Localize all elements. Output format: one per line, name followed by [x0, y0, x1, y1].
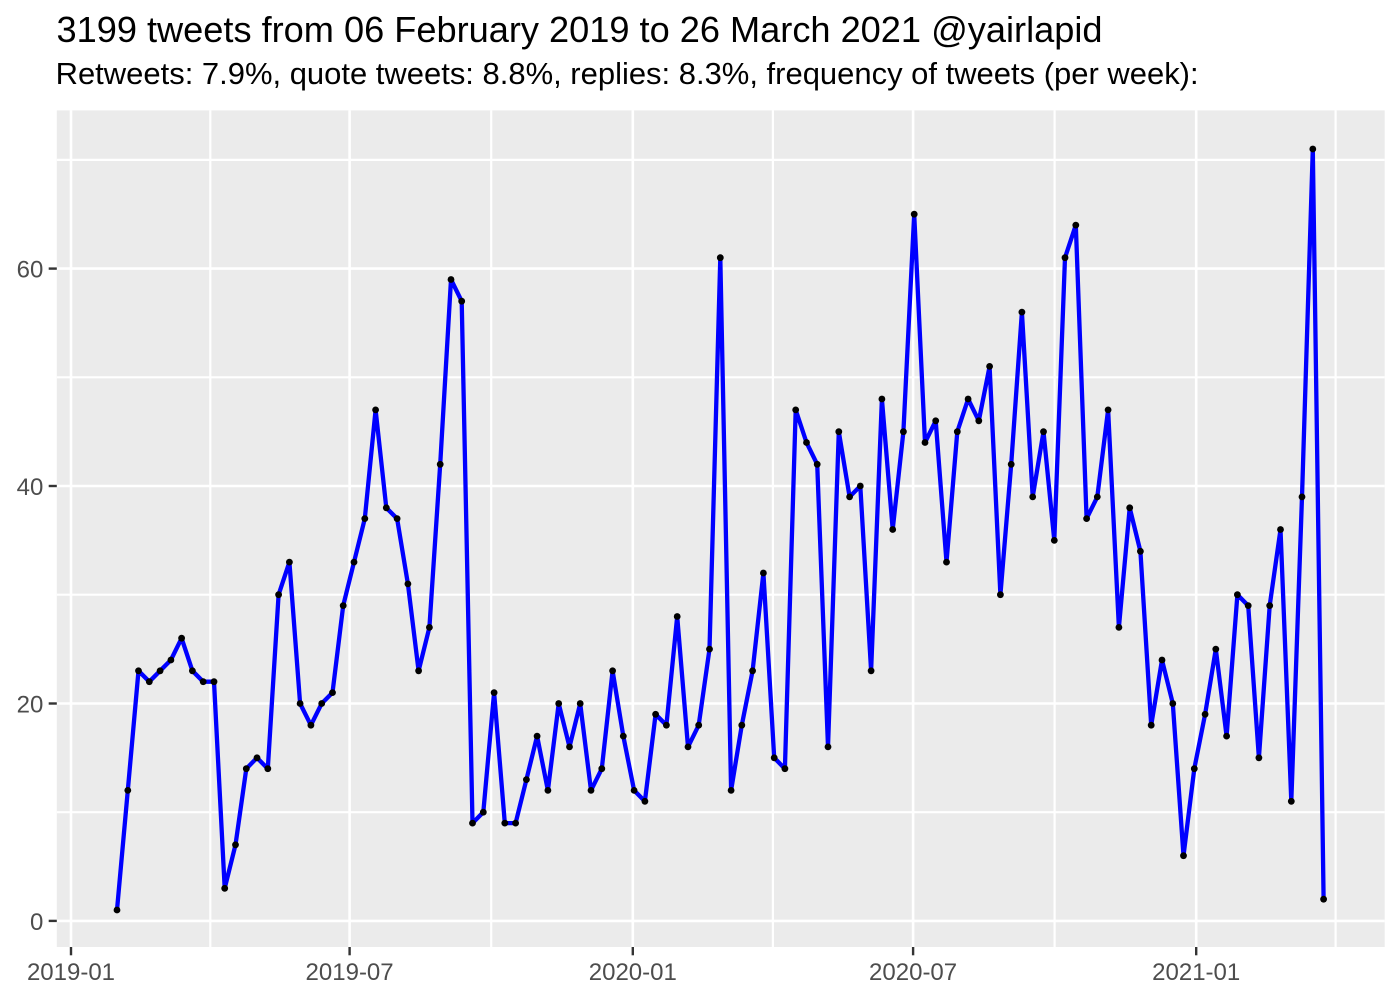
svg-text:60: 60 — [17, 257, 44, 284]
svg-text:2020-01: 2020-01 — [589, 959, 677, 986]
svg-text:3199 tweets from 06 February 2: 3199 tweets from 06 February 2019 to 26 … — [57, 9, 1103, 50]
svg-text:2019-01: 2019-01 — [27, 959, 115, 986]
svg-text:40: 40 — [17, 474, 44, 501]
svg-text:20: 20 — [17, 692, 44, 719]
svg-text:0: 0 — [30, 909, 43, 936]
svg-text:2020-07: 2020-07 — [869, 959, 957, 986]
svg-text:2019-07: 2019-07 — [306, 959, 394, 986]
svg-text:2021-01: 2021-01 — [1152, 959, 1240, 986]
svg-text:Retweets: 7.9%, quote tweets:: Retweets: 7.9%, quote tweets: 8.8%, repl… — [56, 56, 1199, 91]
